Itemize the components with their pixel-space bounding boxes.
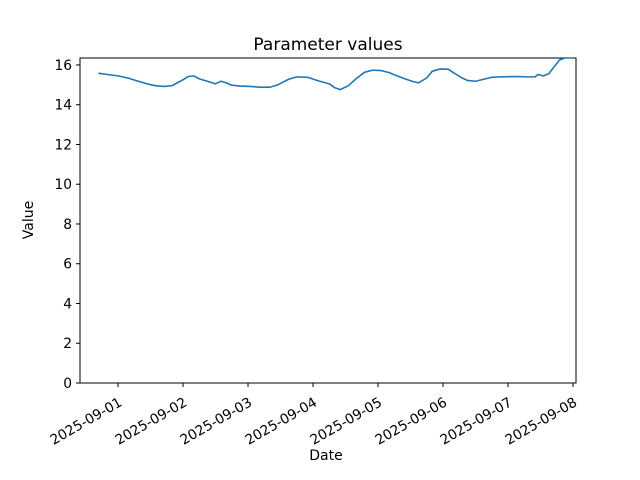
x-tick-label: 2025-09-01 xyxy=(48,395,125,449)
y-tick-label: 16 xyxy=(54,58,72,74)
y-tick-label: 8 xyxy=(63,217,72,233)
y-tick-label: 10 xyxy=(54,177,72,193)
x-tick-label: 2025-09-08 xyxy=(503,395,580,449)
x-tick-label: 2025-09-07 xyxy=(438,395,515,449)
series-group xyxy=(98,57,572,91)
axes: 2025-09-012025-09-022025-09-032025-09-04… xyxy=(48,57,580,449)
x-tick-label: 2025-09-05 xyxy=(308,395,385,449)
y-axis-label: Value xyxy=(21,201,37,239)
y-tick-label: 14 xyxy=(54,98,72,114)
x-tick-label: 2025-09-04 xyxy=(243,395,320,449)
y-tick-label: 12 xyxy=(54,137,72,153)
x-axis-label: Date xyxy=(309,448,342,464)
data-line xyxy=(98,57,572,91)
plot-spines xyxy=(79,57,577,384)
chart-title: Parameter values xyxy=(253,35,402,55)
y-tick-label: 2 xyxy=(63,336,72,352)
y-tick-label: 0 xyxy=(63,376,72,392)
x-tick-label: 2025-09-03 xyxy=(178,395,255,449)
y-tick-label: 4 xyxy=(63,296,72,312)
x-tick-label: 2025-09-02 xyxy=(113,395,190,449)
x-tick-label: 2025-09-06 xyxy=(373,395,450,449)
y-tick-label: 6 xyxy=(63,257,72,273)
